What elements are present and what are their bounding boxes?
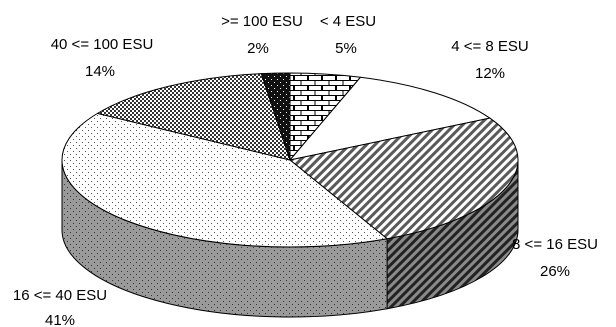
slice-labels: < 4 ESU 5% 4 <= 8 ESU 12% 8 <= 16 ESU 26… [13, 13, 598, 327]
slice-label-ge-100: >= 100 ESU [221, 13, 303, 30]
slice-label-40-100: 40 <= 100 ESU [51, 36, 154, 53]
pie-slice-16-40-esu [61, 112, 388, 248]
slice-label-less-4: < 4 ESU [320, 13, 376, 30]
slice-value-4-8: 12% [475, 65, 505, 82]
pie-slice-40-100-esu [96, 73, 291, 161]
pie-slices [61, 72, 519, 318]
slice-value-40-100: 14% [85, 63, 115, 80]
slice-value-ge-100: 2% [247, 40, 269, 57]
slice-value-8-16: 26% [540, 263, 570, 280]
slice-label-4-8: 4 <= 8 ESU [451, 38, 529, 55]
slice-label-16-40: 16 <= 40 ESU [13, 287, 107, 304]
pie-slice-8-16-esu [289, 117, 519, 240]
slice-value-less-4: 5% [335, 40, 357, 57]
pie-slice-4-8-esu [289, 76, 491, 161]
pie-slice-100-esu [260, 72, 291, 161]
slice-value-16-40: 41% [45, 312, 75, 327]
slice-label-8-16: 8 <= 16 ESU [512, 236, 598, 253]
